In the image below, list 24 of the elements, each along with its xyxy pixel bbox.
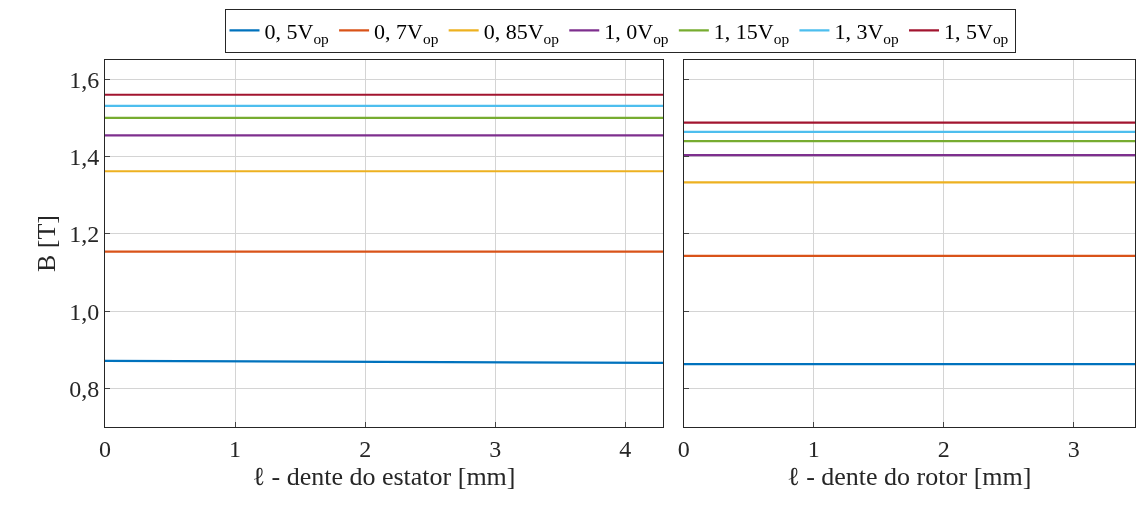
x-tick-label: 3 — [489, 435, 502, 462]
y-tick-label: 1,0 — [69, 298, 100, 325]
x-tick-label: 1 — [229, 435, 242, 462]
x-tick-label: 2 — [937, 435, 950, 462]
x-tick-label: 0 — [99, 435, 111, 462]
x-tick-label: 4 — [619, 435, 632, 462]
legend-label: 0, 7V$_{op}$ — [374, 19, 439, 47]
y-tick-label: 1,2 — [69, 221, 100, 248]
legend-label: 0, 5V$_{op}$ — [264, 19, 330, 47]
y-tick-label: 0,8 — [69, 375, 100, 402]
x-tick-label: 3 — [1067, 435, 1080, 462]
legend-label: 1, 3V$_{op}$ — [834, 19, 900, 47]
x-tick-label: 2 — [359, 435, 372, 462]
legend-label: 1, 5V$_{op}$ — [944, 19, 1009, 47]
x-axis-title: ℓ - dente do rotor [mm] — [787, 462, 1032, 492]
x-axis-title: ℓ - dente do estator [mm] — [252, 462, 516, 492]
y-tick-label: 1,6 — [69, 66, 100, 93]
y-axis-title: B [T] — [31, 214, 61, 273]
x-tick-label: 0 — [677, 435, 690, 462]
legend-label: 0, 85V$_{op}$ — [483, 19, 560, 47]
legend-label: 1, 0V$_{op}$ — [604, 19, 669, 47]
legend-label: 1, 15V$_{op}$ — [713, 19, 790, 47]
y-tick-label: 1,4 — [69, 143, 100, 170]
x-tick-label: 1 — [807, 435, 820, 462]
